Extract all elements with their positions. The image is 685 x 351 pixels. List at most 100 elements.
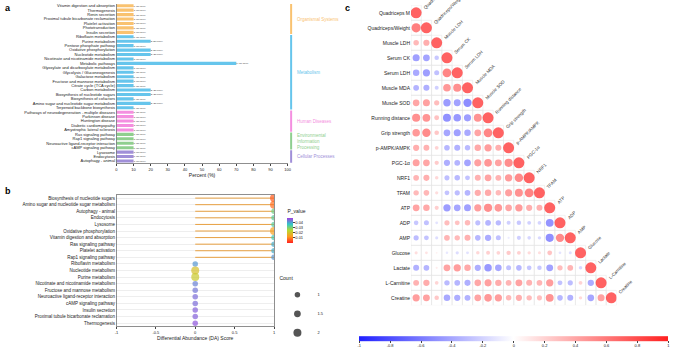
svg-text:Nucleotide metabolism: Nucleotide metabolism (69, 268, 115, 273)
svg-text:Fructose and mannose metabolis: Fructose and mannose metabolism (53, 79, 116, 84)
svg-text:Muscle SOD: Muscle SOD (382, 100, 410, 106)
svg-text:50: 50 (200, 167, 205, 172)
svg-text:p-AMPK/AMPK: p-AMPK/AMPK (376, 145, 411, 151)
svg-text:Glucose: Glucose (392, 250, 411, 256)
svg-text:Purine metabolism: Purine metabolism (82, 39, 116, 44)
svg-text:1 (10.00%): 1 (10.00%) (134, 71, 146, 74)
svg-text:Endocytosis: Endocytosis (91, 215, 116, 220)
svg-text:Diabetic cardiomyopathy: Diabetic cardiomyopathy (71, 123, 115, 128)
svg-text:Cellular Processes: Cellular Processes (297, 154, 335, 159)
svg-text:2 (20.00%): 2 (20.00%) (151, 102, 163, 105)
svg-text:-1: -1 (115, 330, 119, 335)
svg-text:0.5: 0.5 (232, 330, 238, 335)
svg-text:Count: Count (279, 275, 293, 281)
svg-text:Platelet activation: Platelet activation (84, 21, 115, 26)
svg-text:Riboflavin metabolism: Riboflavin metabolism (76, 34, 116, 39)
svg-text:Differential Abundance (DA) Sc: Differential Abundance (DA) Score (157, 335, 234, 341)
svg-text:1 (10.00%): 1 (10.00%) (134, 45, 146, 48)
svg-text:Muscle MDA: Muscle MDA (474, 64, 496, 86)
svg-text:1 (10.00%): 1 (10.00%) (134, 9, 146, 12)
svg-text:1 (10.00%): 1 (10.00%) (134, 151, 146, 154)
svg-text:1 (10.00%): 1 (10.00%) (134, 124, 146, 127)
svg-text:Glycolysis / Gluconeogenesis: Glycolysis / Gluconeogenesis (63, 70, 115, 75)
svg-text:1 (10.00%): 1 (10.00%) (134, 14, 146, 17)
svg-text:2 (20.00%): 2 (20.00%) (151, 49, 163, 52)
svg-text:-0.6: -0.6 (418, 344, 426, 349)
svg-text:1 (10.00%): 1 (10.00%) (134, 27, 146, 30)
svg-text:Muscle LDH: Muscle LDH (383, 40, 411, 46)
svg-text:1: 1 (273, 330, 276, 335)
svg-text:7 (70.00%): 7 (70.00%) (236, 62, 248, 65)
svg-text:p-AMPK/AMPK: p-AMPK/AMPK (515, 120, 540, 145)
svg-text:Parkinson disease: Parkinson disease (82, 114, 115, 119)
svg-text:0.4: 0.4 (573, 344, 579, 349)
svg-text:2: 2 (317, 330, 320, 335)
svg-text:Lactate: Lactate (597, 250, 611, 264)
svg-text:Lysosome: Lysosome (97, 150, 116, 155)
svg-text:1 (10.00%): 1 (10.00%) (134, 80, 146, 83)
svg-text:Nucleotide metabolism: Nucleotide metabolism (75, 52, 116, 57)
svg-text:L-Carnitine: L-Carnitine (386, 280, 411, 286)
svg-text:1 (10.00%): 1 (10.00%) (134, 76, 146, 79)
svg-text:Biosynthesis of nucleotide sug: Biosynthesis of nucleotide sugars (48, 196, 116, 201)
svg-text:Nicotinate and nicotinamide me: Nicotinate and nicotinamide metabolism (44, 56, 115, 61)
svg-text:Rap1 signaling pathway: Rap1 signaling pathway (73, 136, 115, 141)
svg-text:Biosynthesis of cofactors: Biosynthesis of cofactors (71, 96, 115, 101)
svg-text:Proximal tubule bicarbonate re: Proximal tubule bicarbonate reclamation (44, 16, 115, 21)
svg-text:Lysosome: Lysosome (95, 222, 116, 227)
svg-text:1 (10.00%): 1 (10.00%) (134, 147, 146, 150)
svg-text:0.02: 0.02 (295, 230, 304, 235)
svg-text:0.2: 0.2 (542, 344, 548, 349)
svg-text:1 (10.00%): 1 (10.00%) (134, 22, 146, 25)
svg-text:Metabolic pathways: Metabolic pathways (80, 61, 115, 66)
svg-text:Riboflavin metabolism: Riboflavin metabolism (71, 261, 115, 266)
svg-text:AMP: AMP (577, 224, 587, 234)
svg-text:NRF1: NRF1 (536, 162, 548, 174)
svg-text:NRF1: NRF1 (397, 175, 410, 181)
svg-text:Muscle MDA: Muscle MDA (382, 85, 411, 91)
svg-text:Human Diseases: Human Diseases (297, 119, 332, 124)
svg-text:70: 70 (234, 167, 239, 172)
svg-text:Quadriceps M: Quadriceps M (379, 10, 410, 16)
svg-text:1 (10.00%): 1 (10.00%) (134, 138, 146, 141)
svg-text:TFAM: TFAM (546, 177, 558, 189)
svg-text:Pathways of neurodegeneration: Pathways of neurodegeneration - multiple… (24, 110, 115, 115)
svg-text:Serum LDH: Serum LDH (384, 70, 411, 76)
svg-text:1 (10.00%): 1 (10.00%) (134, 133, 146, 136)
svg-text:P_value: P_value (287, 208, 305, 214)
svg-text:1 (10.00%): 1 (10.00%) (134, 5, 146, 8)
svg-text:Biosynthesis of nucleotide sug: Biosynthesis of nucleotide sugars (56, 92, 115, 97)
svg-text:Terpenoid backbone biosynthesi: Terpenoid backbone biosynthesis (56, 105, 115, 110)
svg-text:1: 1 (667, 344, 670, 349)
svg-text:Ras signaling pathway: Ras signaling pathway (75, 132, 115, 137)
svg-text:20: 20 (148, 167, 153, 172)
svg-text:ATP: ATP (401, 205, 411, 211)
svg-text:-1: -1 (357, 344, 361, 349)
svg-text:2 (20.00%): 2 (20.00%) (151, 40, 163, 43)
svg-text:TFAM: TFAM (397, 190, 410, 196)
svg-text:cAMP signaling pathway: cAMP signaling pathway (72, 145, 116, 150)
svg-text:Renin secretion: Renin secretion (87, 12, 115, 17)
svg-text:1 (10.00%): 1 (10.00%) (134, 129, 146, 132)
svg-text:Fructose and mannose metabolis: Fructose and mannose metabolism (45, 288, 116, 293)
svg-text:0.03: 0.03 (295, 225, 304, 230)
svg-text:0.04: 0.04 (295, 220, 304, 225)
svg-text:1 (10.00%): 1 (10.00%) (134, 120, 146, 123)
svg-text:60: 60 (217, 167, 222, 172)
svg-text:Metabolism: Metabolism (297, 70, 320, 75)
svg-text:Serum CK: Serum CK (453, 37, 471, 55)
svg-text:Glucose: Glucose (587, 235, 603, 251)
svg-text:Creatine: Creatine (618, 279, 634, 295)
svg-text:AMP: AMP (399, 235, 411, 241)
svg-text:0.6: 0.6 (604, 344, 610, 349)
svg-text:a: a (5, 3, 11, 13)
svg-text:1.5: 1.5 (317, 311, 323, 316)
svg-text:Oxidative phosphorylation: Oxidative phosphorylation (69, 47, 115, 52)
svg-text:Insulin secretion: Insulin secretion (82, 308, 115, 313)
svg-text:PGC-1α: PGC-1α (526, 145, 541, 160)
svg-text:Quadriceps/Weight: Quadriceps/Weight (368, 25, 411, 31)
svg-text:1 (10.00%): 1 (10.00%) (134, 31, 146, 34)
svg-text:c: c (345, 3, 350, 13)
svg-text:Insulin secretion: Insulin secretion (86, 30, 115, 35)
svg-text:ADP: ADP (400, 220, 411, 226)
